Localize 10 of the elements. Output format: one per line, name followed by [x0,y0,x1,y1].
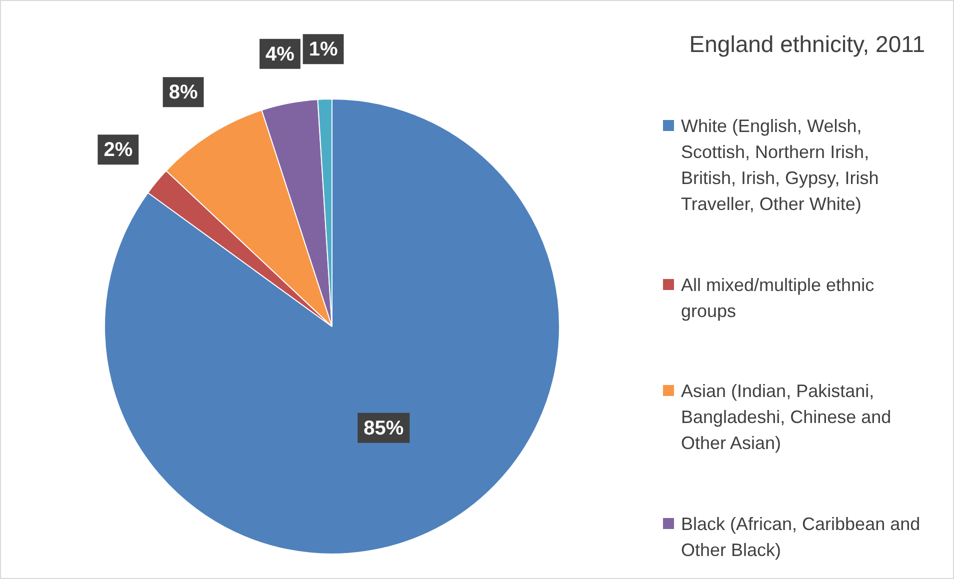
legend-label: White (English, Welsh, Scottish, Northern Irish, British, Irish, Gypsy, Irish Traveller, Other White) [681,115,880,216]
data-label: 85% [364,417,404,440]
data-label: 8% [168,82,198,104]
legend-label: Asian (Indian, Pakistani, Bangladeshi, Chinese and Other Asian) [681,380,892,456]
data-label: 4% [266,43,295,66]
data-label: 1% [308,38,338,61]
chart-title: England ethnicity, 2011 [689,31,925,58]
data-label: 2% [104,139,133,162]
legend-label: All mixed/multiple ethnic groups [681,274,876,323]
legend-label: Black (African, Caribbean and Other Black) [681,512,922,562]
